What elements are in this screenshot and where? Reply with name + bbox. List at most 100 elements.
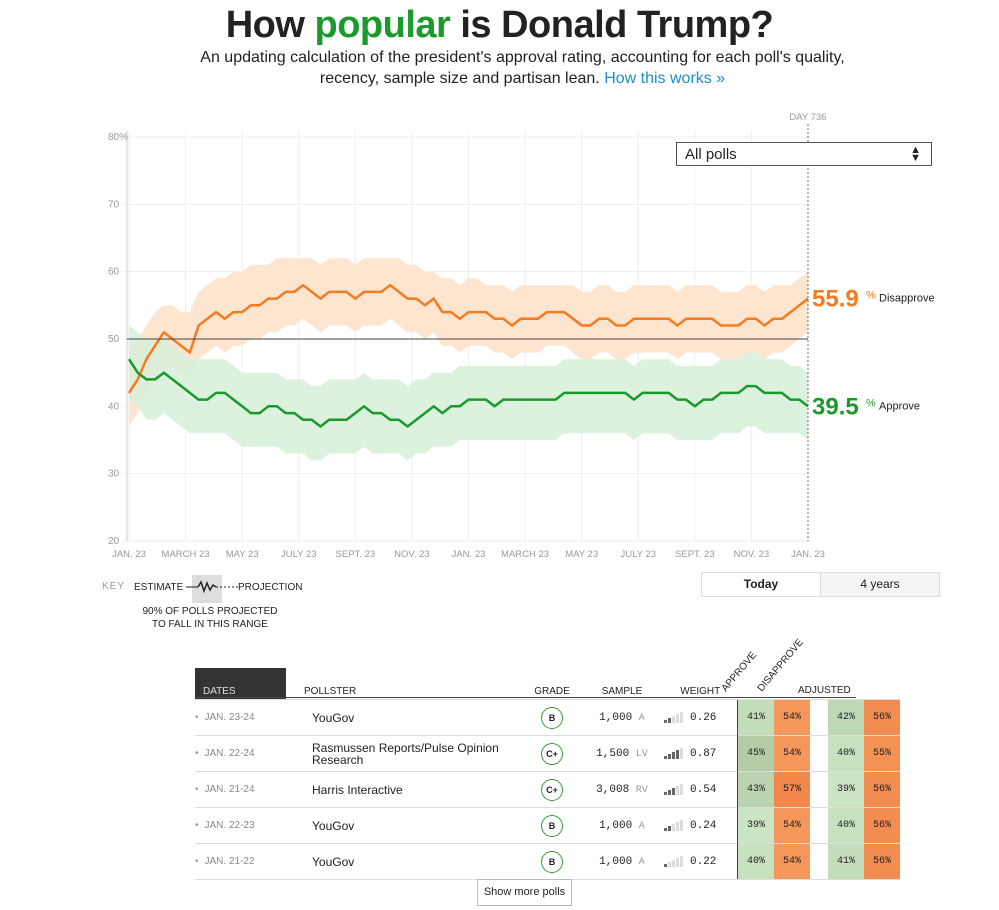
sample-column-header[interactable]: SAMPLE bbox=[601, 686, 643, 697]
y-tick-label: 40 bbox=[108, 401, 120, 412]
approve-band bbox=[129, 325, 808, 461]
grade-column-header[interactable]: GRADE bbox=[534, 686, 570, 697]
table-header-row: DATES POLLSTER GRADE SAMPLE WEIGHT bbox=[195, 668, 900, 700]
poll-filter-select[interactable]: All polls ▲ ▼ bbox=[676, 142, 932, 166]
weight-bar bbox=[664, 864, 667, 868]
sort-arrows-icon: ▲ ▼ bbox=[910, 144, 921, 164]
sample-size: 1,500 bbox=[596, 747, 630, 760]
disapprove-final-value: 55.9 bbox=[812, 286, 859, 313]
adjusted-approve-value: 42% bbox=[828, 699, 864, 736]
weight-bar bbox=[668, 718, 671, 724]
disapprove-value: 54% bbox=[774, 735, 810, 772]
sample-type: A bbox=[638, 820, 645, 832]
weight-bar bbox=[676, 858, 679, 868]
pollster-name[interactable]: Harris Interactive bbox=[304, 771, 523, 808]
table-row: JAN. 23-24 YouGov B 1,000 A 0.26 41% 54%… bbox=[195, 699, 900, 736]
y-tick-label: 70 bbox=[108, 199, 120, 210]
adjusted-approve-value: 39% bbox=[828, 771, 864, 808]
weight-bar bbox=[680, 784, 683, 796]
percent-sign: % bbox=[866, 290, 876, 302]
approval-chart: 20 30 40 50 60 70 80% JAN. 23 MARCH 23 MAY 23 JULY… bbox=[108, 112, 935, 560]
percent-sign: % bbox=[866, 397, 876, 409]
pollster-name[interactable]: YouGov bbox=[304, 843, 523, 880]
approve-value: 40% bbox=[737, 843, 774, 880]
sample-size: 1,000 bbox=[599, 819, 633, 832]
adjusted-disapprove-value: 56% bbox=[864, 771, 900, 808]
range-4-years-button[interactable]: 4 years bbox=[821, 573, 939, 596]
poll-weight: 0.54 bbox=[690, 783, 717, 796]
adjusted-approve-value: 40% bbox=[828, 735, 864, 772]
y-tick-label: 20 bbox=[108, 536, 120, 547]
weight-bar bbox=[668, 790, 671, 796]
disapprove-value: 54% bbox=[774, 807, 810, 844]
polls-table: DATES POLLSTER GRADE SAMPLE WEIGHT JAN. … bbox=[195, 668, 900, 880]
weight-bar bbox=[680, 748, 683, 760]
grade-badge: C+ bbox=[541, 742, 563, 765]
approve-series-name: Approve bbox=[879, 400, 920, 412]
grade-badge: B bbox=[541, 850, 563, 873]
x-tick-label: MARCH 23 bbox=[501, 549, 549, 560]
poll-weight: 0.87 bbox=[690, 747, 717, 760]
adjusted-disapprove-value: 56% bbox=[864, 807, 900, 844]
show-more-polls-button[interactable]: Show more polls bbox=[477, 879, 572, 906]
range-toggle: Today 4 years bbox=[701, 572, 940, 597]
disapprove-value: 54% bbox=[774, 699, 810, 736]
weight-bars-icon bbox=[664, 855, 684, 868]
approve-value: 39% bbox=[737, 807, 774, 844]
pollster-name[interactable]: Rasmussen Reports/Pulse Opinion Research bbox=[304, 735, 523, 772]
weight-bar bbox=[672, 752, 675, 760]
sample-type: A bbox=[638, 856, 645, 868]
weight-bar bbox=[668, 754, 671, 760]
x-tick-label: JAN. 23 bbox=[112, 549, 146, 560]
key-projection: PROJECTION bbox=[238, 582, 303, 593]
x-tick-label: MARCH 23 bbox=[162, 549, 210, 560]
approve-value: 45% bbox=[737, 735, 774, 772]
x-tick-label: JULY 23 bbox=[620, 549, 656, 560]
poll-weight: 0.26 bbox=[690, 711, 717, 724]
pollster-name[interactable]: YouGov bbox=[304, 699, 523, 736]
how-this-works-link[interactable]: How this works » bbox=[604, 70, 726, 87]
weight-bar bbox=[672, 860, 675, 868]
dates-column-header[interactable]: DATES bbox=[195, 668, 286, 700]
weight-bar bbox=[672, 824, 675, 832]
key-estimate: ESTIMATE bbox=[134, 582, 184, 593]
pollster-column-header[interactable]: POLLSTER bbox=[304, 686, 357, 697]
title-pre: How bbox=[225, 4, 315, 46]
disapprove-value: 57% bbox=[774, 771, 810, 808]
weight-bar bbox=[672, 716, 675, 724]
disapprove-value: 54% bbox=[774, 843, 810, 880]
adjusted-approve-value: 40% bbox=[828, 807, 864, 844]
weight-bar bbox=[676, 714, 679, 724]
key-note: 90% OF POLLS PROJECTED TO FALL IN THIS R… bbox=[142, 606, 278, 630]
title-post: is Donald Trump? bbox=[450, 4, 774, 46]
x-tick-label: SEPT. 23 bbox=[675, 549, 715, 560]
poll-filter-value: All polls bbox=[685, 146, 737, 163]
weight-bar bbox=[680, 856, 683, 868]
x-tick-label: SEPT. 23 bbox=[336, 549, 376, 560]
poll-weight: 0.22 bbox=[690, 855, 717, 868]
poll-rows: JAN. 23-24 YouGov B 1,000 A 0.26 41% 54%… bbox=[195, 699, 900, 880]
x-tick-label: MAY 23 bbox=[226, 549, 259, 560]
y-tick-label: 50 bbox=[108, 334, 120, 345]
pollster-name[interactable]: YouGov bbox=[304, 807, 523, 844]
weight-bars-icon bbox=[664, 747, 684, 760]
sample-size: 1,000 bbox=[599, 855, 633, 868]
weight-column-header[interactable]: WEIGHT bbox=[680, 686, 721, 697]
x-tick-label: NOV. 23 bbox=[734, 549, 770, 560]
weight-bar bbox=[676, 750, 679, 760]
adjusted-disapprove-value: 56% bbox=[864, 699, 900, 736]
table-row: JAN. 21-22 YouGov B 1,000 A 0.22 40% 54%… bbox=[195, 843, 900, 880]
table-header-divider bbox=[195, 697, 856, 698]
x-tick-label: JULY 23 bbox=[281, 549, 317, 560]
poll-dates: JAN. 22-24 bbox=[195, 735, 286, 772]
x-tick-label: JAN. 23 bbox=[791, 549, 825, 560]
range-today-button[interactable]: Today bbox=[702, 573, 821, 596]
day-marker-label: DAY 736 bbox=[789, 112, 826, 123]
series-lines bbox=[127, 124, 809, 541]
weight-bar bbox=[664, 828, 667, 832]
x-tick-label: NOV. 23 bbox=[394, 549, 430, 560]
weight-bar bbox=[668, 862, 671, 868]
y-tick-label: 80% bbox=[108, 132, 128, 143]
grade-badge: B bbox=[541, 814, 563, 837]
disapprove-line bbox=[127, 283, 809, 394]
